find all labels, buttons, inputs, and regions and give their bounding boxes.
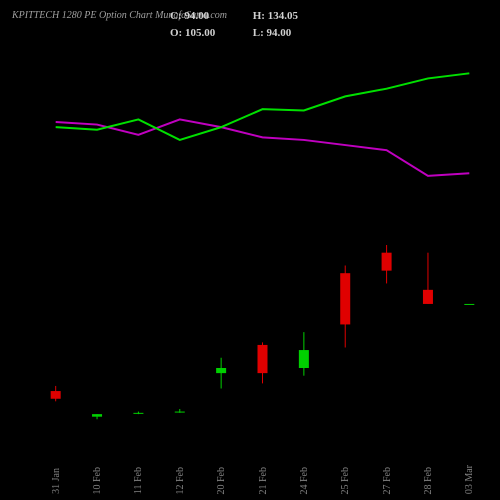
x-tick-label: 27 Feb [382,467,393,495]
x-tick-label: 31 Jan [51,468,62,494]
x-tick-label: 25 Feb [340,467,351,495]
chart-plot [0,0,500,500]
x-tick-label: 03 Mar [464,465,475,494]
x-tick-label: 20 Feb [216,467,227,495]
x-tick-label: 28 Feb [423,467,434,495]
x-tick-label: 12 Feb [175,467,186,495]
x-tick-label: 11 Feb [133,467,144,494]
x-tick-label: 21 Feb [258,467,269,495]
x-tick-label: 10 Feb [92,467,103,495]
chart-container: KPITTECH 1280 PE Option Chart MunafaSutr… [0,0,500,500]
x-tick-label: 24 Feb [299,467,310,495]
